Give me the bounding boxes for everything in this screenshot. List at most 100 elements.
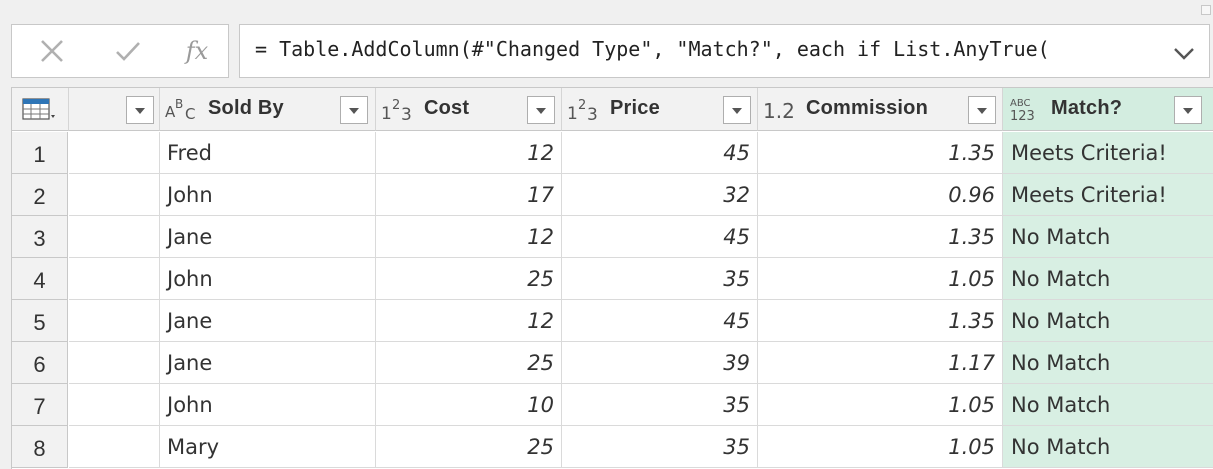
table-cell-price[interactable]: 32 <box>562 174 758 216</box>
table-cell-price[interactable]: 45 <box>562 300 758 342</box>
table-cell-blank[interactable] <box>69 132 160 174</box>
check-icon[interactable] <box>106 33 150 69</box>
column-filter-dropdown[interactable] <box>527 96 555 124</box>
column-header-commission[interactable]: 1.2 Commission <box>758 88 1003 131</box>
svg-text:1: 1 <box>567 104 578 123</box>
row-number[interactable]: 7 <box>12 384 68 426</box>
svg-text:2: 2 <box>392 98 400 113</box>
table-cell-match[interactable]: No Match <box>1003 258 1213 300</box>
table-cell-sold-by[interactable]: Fred <box>160 132 376 174</box>
row-number[interactable]: 4 <box>12 258 68 300</box>
svg-text:1.2: 1.2 <box>763 99 795 123</box>
column-label: Cost <box>424 97 470 119</box>
table-cell-commission[interactable]: 1.35 <box>758 216 1003 258</box>
table-cell-blank[interactable] <box>69 384 160 426</box>
column-filter-dropdown[interactable] <box>723 96 751 124</box>
table-cell-blank[interactable] <box>69 426 160 468</box>
column-filter-dropdown[interactable] <box>340 96 368 124</box>
table-corner[interactable] <box>12 88 69 131</box>
column-label: Commission <box>806 97 929 119</box>
table-cell-sold-by[interactable]: John <box>160 174 376 216</box>
table-cell-match[interactable]: No Match <box>1003 300 1213 342</box>
column-label: Sold By <box>208 97 284 119</box>
column-header-match[interactable]: ABC 123 Match? <box>1003 88 1213 131</box>
svg-text:1: 1 <box>381 104 392 123</box>
table-cell-sold-by[interactable]: Jane <box>160 300 376 342</box>
window-control[interactable] <box>1201 5 1211 15</box>
table-cell-match[interactable]: No Match <box>1003 384 1213 426</box>
whole-number-type-icon[interactable]: 1 2 3 <box>567 95 603 125</box>
table-cell-commission[interactable]: 1.17 <box>758 342 1003 384</box>
table-icon[interactable] <box>22 98 56 126</box>
svg-text:3: 3 <box>401 105 412 123</box>
text-type-icon[interactable]: A B C <box>165 95 201 123</box>
table-cell-commission[interactable]: 1.05 <box>758 258 1003 300</box>
table-cell-commission[interactable]: 1.05 <box>758 384 1003 426</box>
table-cell-price[interactable]: 45 <box>562 132 758 174</box>
table-cell-match[interactable]: No Match <box>1003 216 1213 258</box>
table-cell-blank[interactable] <box>69 342 160 384</box>
table-cell-sold-by[interactable]: Mary <box>160 426 376 468</box>
table-cell-sold-by[interactable]: John <box>160 384 376 426</box>
svg-text:123: 123 <box>1010 109 1035 123</box>
column-header-cost[interactable]: 1 2 3 Cost <box>376 88 562 131</box>
column-filter-dropdown[interactable] <box>1174 96 1202 124</box>
table-cell-blank[interactable] <box>69 174 160 216</box>
table-cell-commission[interactable]: 0.96 <box>758 174 1003 216</box>
table-cell-commission[interactable]: 1.05 <box>758 426 1003 468</box>
decimal-number-type-icon[interactable]: 1.2 <box>763 95 799 123</box>
table-cell-commission[interactable]: 1.35 <box>758 300 1003 342</box>
table-cell-sold-by[interactable]: John <box>160 258 376 300</box>
chevron-down-icon[interactable] <box>1171 40 1197 66</box>
table-cell-match[interactable]: Meets Criteria! <box>1003 132 1213 174</box>
column-filter-dropdown[interactable] <box>126 96 154 124</box>
table-cell-sold-by[interactable]: Jane <box>160 216 376 258</box>
table-cell-commission[interactable]: 1.35 <box>758 132 1003 174</box>
table-cell-price[interactable]: 35 <box>562 258 758 300</box>
formula-text[interactable]: = Table.AddColumn(#"Changed Type", "Matc… <box>255 37 1050 61</box>
table-cell-cost[interactable]: 17 <box>376 174 562 216</box>
fx-icon[interactable]: fx <box>185 37 209 65</box>
close-icon[interactable] <box>30 33 74 69</box>
table-cell-price[interactable]: 39 <box>562 342 758 384</box>
formula-bar-buttons: fx <box>11 24 229 78</box>
column-header-price[interactable]: 1 2 3 Price <box>562 88 758 131</box>
column-header-blank[interactable] <box>69 88 160 131</box>
formula-bar[interactable]: = Table.AddColumn(#"Changed Type", "Matc… <box>239 24 1210 78</box>
table-cell-cost[interactable]: 25 <box>376 342 562 384</box>
table-cell-price[interactable]: 35 <box>562 384 758 426</box>
table-cell-match[interactable]: No Match <box>1003 342 1213 384</box>
row-number[interactable]: 6 <box>12 342 68 384</box>
table-cell-cost[interactable]: 12 <box>376 132 562 174</box>
table-cell-cost[interactable]: 12 <box>376 300 562 342</box>
table-cell-cost[interactable]: 10 <box>376 384 562 426</box>
table-cell-match[interactable]: Meets Criteria! <box>1003 174 1213 216</box>
top-strip <box>0 0 1213 22</box>
svg-text:B: B <box>175 97 183 111</box>
svg-text:C: C <box>185 105 195 123</box>
row-number[interactable]: 3 <box>12 216 68 258</box>
table-cell-cost[interactable]: 12 <box>376 216 562 258</box>
table-cell-cost[interactable]: 25 <box>376 426 562 468</box>
any-type-icon[interactable]: ABC 123 <box>1008 95 1044 124</box>
svg-text:ABC: ABC <box>1010 98 1031 109</box>
table-cell-sold-by[interactable]: Jane <box>160 342 376 384</box>
table-cell-price[interactable]: 45 <box>562 216 758 258</box>
table-cell-blank[interactable] <box>69 216 160 258</box>
table-cell-cost[interactable]: 25 <box>376 258 562 300</box>
column-label: Match? <box>1051 97 1123 119</box>
row-number[interactable]: 8 <box>12 426 68 468</box>
table-cell-blank[interactable] <box>69 300 160 342</box>
row-number[interactable]: 2 <box>12 174 68 216</box>
column-label: Price <box>610 97 660 119</box>
table-cell-blank[interactable] <box>69 258 160 300</box>
column-filter-dropdown[interactable] <box>968 96 996 124</box>
table-cell-match[interactable]: No Match <box>1003 426 1213 468</box>
svg-text:A: A <box>165 103 176 121</box>
svg-text:2: 2 <box>578 98 586 113</box>
whole-number-type-icon[interactable]: 1 2 3 <box>381 95 417 125</box>
table-cell-price[interactable]: 35 <box>562 426 758 468</box>
row-number[interactable]: 1 <box>12 132 68 174</box>
row-number[interactable]: 5 <box>12 300 68 342</box>
column-header-sold-by[interactable]: A B C Sold By <box>160 88 376 131</box>
